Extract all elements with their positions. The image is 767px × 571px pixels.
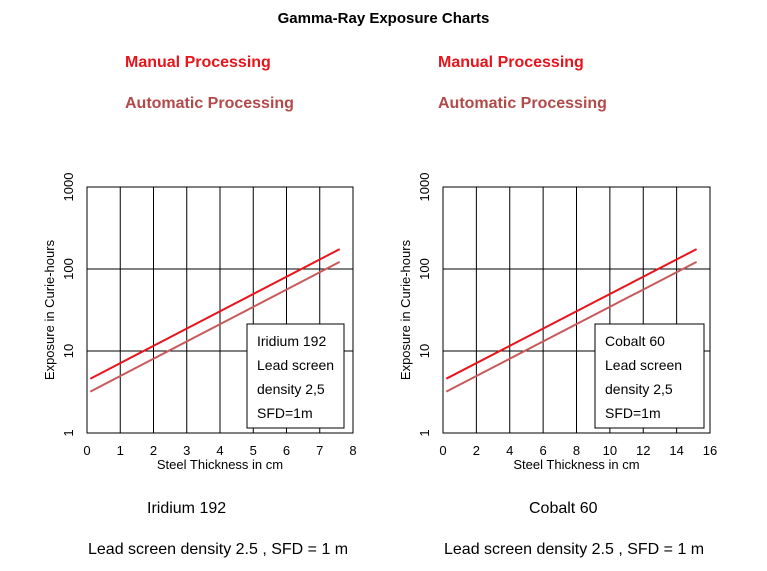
x-tick-label: 7 — [316, 443, 323, 458]
annotation-box — [246, 323, 345, 429]
annotation-text: density 2,5 — [605, 381, 673, 397]
caption-cobalt-source: Cobalt 60 — [529, 500, 598, 517]
x-tick-label: 2 — [150, 443, 157, 458]
x-tick-label: 0 — [439, 443, 446, 458]
y-tick-label: 1 — [417, 429, 432, 436]
series-automatic-line — [445, 261, 698, 393]
x-tick-label: 0 — [83, 443, 90, 458]
annotation-text: Iridium 192 — [257, 333, 326, 349]
legend-automatic-left: Automatic Processing — [125, 95, 294, 112]
x-tick-label: 8 — [573, 443, 580, 458]
y-axis-label: Exposure in Curie-hours — [398, 239, 413, 380]
x-tick-label: 2 — [473, 443, 480, 458]
legend-manual-left: Manual Processing — [125, 54, 271, 71]
y-tick-label: 1000 — [417, 173, 432, 202]
y-tick-label: 10 — [61, 344, 76, 358]
annotation-text: Cobalt 60 — [605, 333, 665, 349]
annotation-text: density 2,5 — [257, 381, 325, 397]
annotation-text: Lead screen — [257, 357, 334, 373]
y-tick-label: 100 — [61, 258, 76, 280]
x-tick-label: 14 — [669, 443, 683, 458]
y-tick-label: 100 — [417, 258, 432, 280]
caption-iridium-conditions: Lead screen density 2.5 , SFD = 1 m — [88, 541, 349, 558]
series-automatic-line — [89, 261, 341, 393]
y-tick-label: 1000 — [61, 173, 76, 202]
series-manual-line — [445, 248, 698, 380]
legend-manual-right: Manual Processing — [438, 54, 584, 71]
legend-automatic-right: Automatic Processing — [438, 95, 607, 112]
annotation-text: SFD=1m — [257, 405, 313, 421]
x-tick-label: 10 — [603, 443, 617, 458]
x-tick-label: 12 — [636, 443, 650, 458]
y-tick-label: 1 — [61, 429, 76, 436]
x-tick-label: 8 — [349, 443, 356, 458]
x-axis-label: Steel Thickness in cm — [513, 457, 639, 472]
x-tick-label: 4 — [506, 443, 513, 458]
caption-iridium-source: Iridium 192 — [147, 500, 227, 517]
annotation-text: SFD=1m — [605, 405, 661, 421]
x-tick-label: 1 — [117, 443, 124, 458]
x-tick-label: 3 — [183, 443, 190, 458]
cobalt-chart: 0 2 4 6 8 10 12 14 16 1 10 100 1000 Steel Thickness i… — [398, 173, 717, 472]
caption-cobalt-conditions: Lead screen density 2.5 , SFD = 1 m — [444, 541, 705, 558]
y-tick-label: 10 — [417, 344, 432, 358]
series-manual-line — [89, 248, 341, 380]
annotation-text: Lead screen — [605, 357, 682, 373]
x-tick-label: 16 — [703, 443, 717, 458]
x-axis-label: Steel Thickness in cm — [157, 457, 283, 472]
page-title: Gamma-Ray Exposure Charts — [277, 10, 490, 27]
x-tick-label: 6 — [283, 443, 290, 458]
x-tick-label: 5 — [250, 443, 257, 458]
x-tick-label: 4 — [216, 443, 223, 458]
y-axis-label: Exposure in Curie-hours — [42, 239, 57, 380]
x-tick-label: 6 — [540, 443, 547, 458]
annotation-box — [594, 323, 705, 429]
